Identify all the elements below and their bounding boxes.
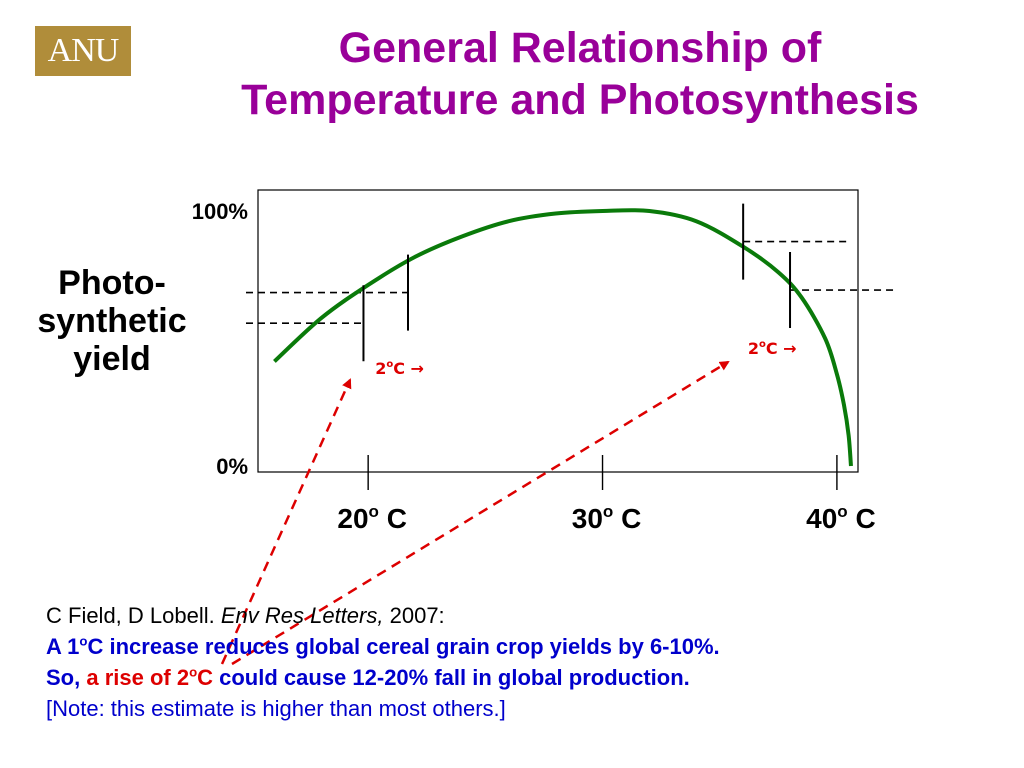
citation-journal: Env Res Letters,: [220, 603, 384, 628]
axis-ticks: [367, 455, 838, 490]
highlight-pre: a rise of 2: [86, 665, 190, 690]
arrow-to-low-temp: [220, 378, 352, 665]
finding-pre: A 1: [46, 634, 80, 659]
finding-post: C increase reduces global cereal grain c…: [87, 634, 720, 659]
y-tick-label-100: 100%: [192, 199, 248, 224]
y-label-line-2: synthetic: [37, 302, 187, 340]
title-line-2: Temperature and Photosynthesis: [241, 76, 919, 124]
implication-highlight: a rise of 2oC: [86, 665, 213, 690]
arrow-to-high-temp: [231, 360, 730, 666]
implication-post: could cause 12-20% fall in global produc…: [213, 665, 690, 690]
x-tick-label-30: 30o C: [572, 502, 642, 534]
tick-labels: 20o C 30o C 40o C 100% 0% 2oC → 2oC →: [192, 199, 876, 534]
y-label-line-1: Photo-: [58, 264, 166, 302]
guide-lines: [246, 240, 899, 325]
title-line-1: General Relationship of: [338, 24, 822, 72]
annotation-label-2: 2oC →: [748, 339, 797, 358]
citation-block: C Field, D Lobell. Env Res Letters, 2007…: [46, 600, 1006, 724]
annotation-label-1: 2oC →: [375, 359, 424, 378]
y-tick-label-0: 0%: [216, 454, 248, 479]
yield-curve-line: [273, 208, 853, 467]
highlight-post: C: [197, 665, 214, 690]
citation-authors: C Field, D Lobell.: [46, 603, 221, 628]
implication-line: So, a rise of 2oC could cause 12-20% fal…: [46, 662, 1006, 693]
plot-frame: [257, 189, 859, 473]
y-label-line-3: yield: [73, 340, 151, 378]
implication-pre: So,: [46, 665, 87, 690]
citation-line: C Field, D Lobell. Env Res Letters, 2007…: [46, 600, 1006, 631]
y-axis-label: Photo- synthetic yield: [12, 264, 212, 378]
x-tick-label-20: 20o C: [337, 502, 407, 534]
finding-degree: o: [79, 633, 88, 649]
x-tick-label-40: 40o C: [806, 502, 876, 534]
note-line: [Note: this estimate is higher than most…: [46, 696, 506, 721]
temperature-markers: [362, 203, 792, 362]
slide-title: General Relationship of Temperature and …: [140, 22, 1020, 126]
finding-line: A 1oC increase reduces global cereal gra…: [46, 631, 1006, 662]
highlight-degree: o: [189, 664, 198, 680]
annotation-arrows: [220, 360, 730, 666]
anu-logo: ANU: [35, 26, 131, 76]
citation-year: 2007:: [383, 603, 445, 628]
